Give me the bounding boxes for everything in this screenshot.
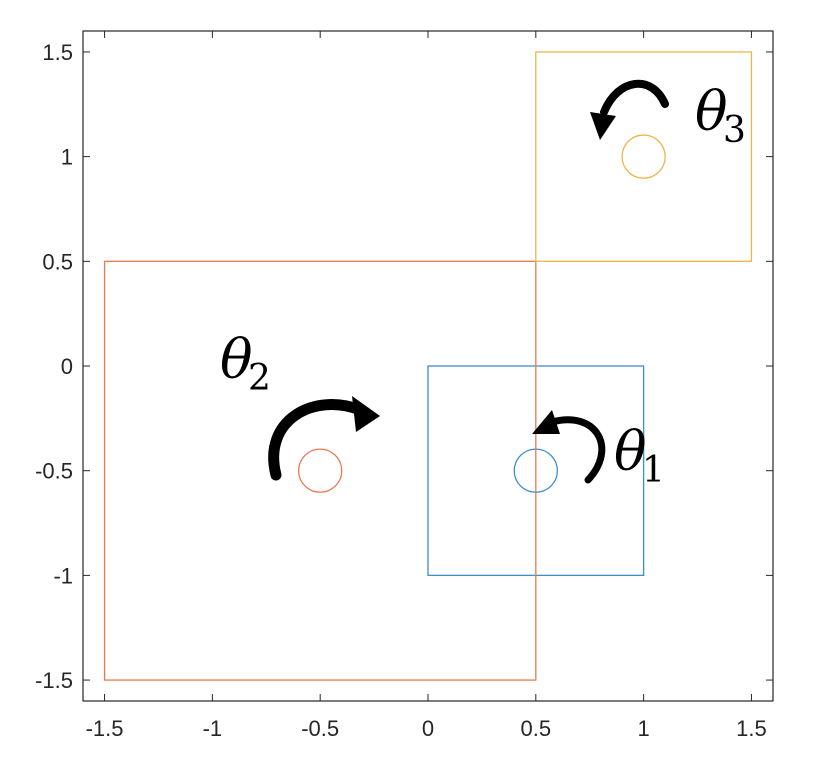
- theta-subscript-2: 2: [248, 358, 271, 399]
- x-tick-label: -1.5: [86, 716, 124, 741]
- theta-subscript-3: 3: [723, 110, 746, 151]
- y-tick-label: -1: [53, 563, 73, 588]
- data-shapes: [103, 51, 753, 681]
- rotation-arrow-1: [548, 416, 606, 484]
- square-2: [103, 260, 537, 681]
- y-axis-ticks: 1.5 1 0.5 0 -0.5 -1 -1.5: [35, 40, 773, 693]
- theta-label-1: θ: [614, 420, 647, 483]
- y-tick-label: 0: [61, 354, 73, 379]
- rotation-arrow-3: [600, 79, 669, 116]
- x-tick-label: 0: [422, 716, 434, 741]
- y-tick-label: -0.5: [35, 459, 73, 484]
- rotation-arrowhead-2: [352, 396, 380, 432]
- x-tick-label: 1.5: [736, 716, 767, 741]
- rotation-arrowhead-3: [590, 112, 616, 140]
- x-tick-label: -0.5: [301, 716, 339, 741]
- theta-label-2: θ: [220, 328, 253, 391]
- x-tick-label: 0.5: [521, 716, 552, 741]
- rotation-arrow-2: [268, 399, 366, 481]
- square-3: [535, 51, 753, 262]
- circle-2: [297, 448, 343, 493]
- y-tick-label: 1.5: [42, 40, 73, 65]
- x-tick-label: 1: [638, 716, 650, 741]
- x-tick-label: -1: [203, 716, 223, 741]
- theta-subscript-1: 1: [642, 450, 665, 491]
- rotation-arrowhead-1: [532, 410, 560, 434]
- x-axis-ticks: -1.5 -1 -0.5 0 0.5 1 1.5: [86, 31, 767, 741]
- y-tick-label: 0.5: [42, 249, 73, 274]
- y-tick-label: 1: [61, 145, 73, 170]
- y-tick-label: -1.5: [35, 668, 73, 693]
- circle-3: [621, 134, 666, 179]
- theta-label-3: θ: [695, 80, 728, 143]
